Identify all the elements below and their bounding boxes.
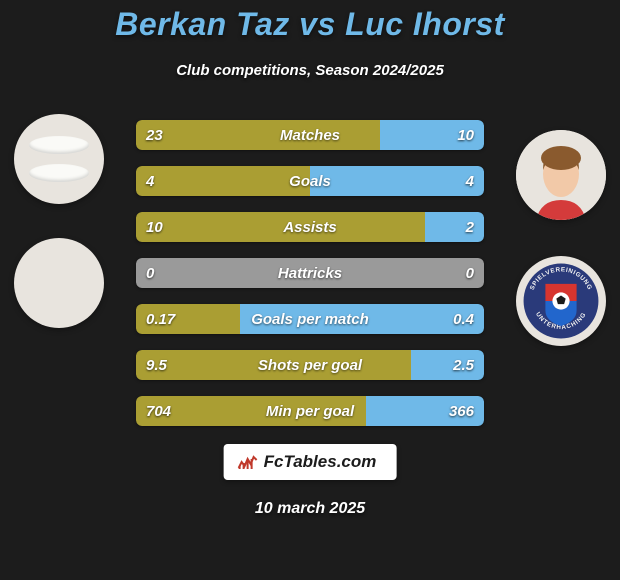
title-player2: Luc Ihorst xyxy=(345,6,505,42)
subtitle: Club competitions, Season 2024/2025 xyxy=(0,62,620,79)
stat-row: 102Assists xyxy=(136,212,484,242)
stat-bar-right xyxy=(310,258,484,288)
brand-spark-icon xyxy=(238,454,258,470)
stat-bar-right xyxy=(366,396,484,426)
footer-date: 10 march 2025 xyxy=(0,500,620,518)
stat-row: 704366Min per goal xyxy=(136,396,484,426)
comparison-bars: 2310Matches 44Goals 102Assists 00Hattricks 0… xyxy=(136,120,484,442)
stat-row: 0.170.4Goals per match xyxy=(136,304,484,334)
title: Berkan Taz vs Luc Ihorst xyxy=(0,6,620,43)
stat-row: 44Goals xyxy=(136,166,484,196)
stat-row: 9.52.5Shots per goal xyxy=(136,350,484,380)
title-vs: vs xyxy=(299,6,336,42)
stat-row: 00Hattricks xyxy=(136,258,484,288)
player1-avatar xyxy=(14,114,104,204)
avatar-placeholder-shape xyxy=(29,136,89,154)
player2-avatar xyxy=(516,130,606,220)
player1-club-badge xyxy=(14,238,104,328)
stat-bar-right xyxy=(310,166,484,196)
title-player1: Berkan Taz xyxy=(115,6,290,42)
player2-portrait-svg xyxy=(516,130,606,220)
stat-bar-left xyxy=(136,396,366,426)
stat-bar-left xyxy=(136,258,310,288)
player2-club-badge: SPIELVEREINIGUNG UNTERHACHING xyxy=(516,256,606,346)
brand-text: FcTables.com xyxy=(264,452,377,472)
stat-bar-left xyxy=(136,212,425,242)
stat-row: 2310Matches xyxy=(136,120,484,150)
comparison-card: Berkan Taz vs Luc Ihorst Club competitio… xyxy=(0,0,620,580)
avatar-placeholder-shape xyxy=(29,164,89,182)
stat-bar-left xyxy=(136,350,411,380)
stat-bar-right xyxy=(411,350,484,380)
stat-bar-right xyxy=(240,304,484,334)
club-badge-svg: SPIELVEREINIGUNG UNTERHACHING xyxy=(522,262,600,340)
brand-badge: FcTables.com xyxy=(224,444,397,480)
stat-bar-right xyxy=(380,120,484,150)
stat-bar-left xyxy=(136,304,240,334)
stat-bar-left xyxy=(136,166,310,196)
stat-bar-left xyxy=(136,120,380,150)
stat-bar-right xyxy=(425,212,484,242)
